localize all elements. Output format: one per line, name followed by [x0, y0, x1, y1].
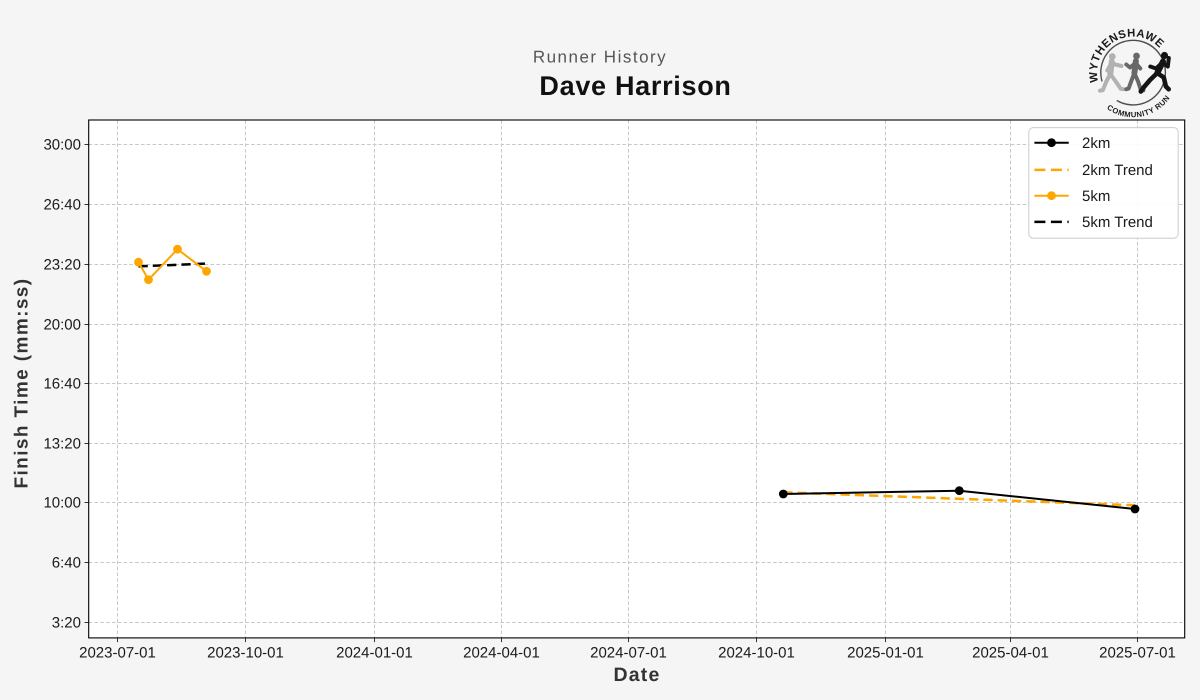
svg-text:16:40: 16:40 — [43, 376, 81, 393]
svg-text:Finish Time (mm:ss): Finish Time (mm:ss) — [12, 277, 33, 488]
svg-text:13:20: 13:20 — [43, 436, 81, 453]
svg-text:20:00: 20:00 — [43, 317, 81, 334]
svg-text:26:40: 26:40 — [43, 197, 81, 214]
svg-text:2025-01-01: 2025-01-01 — [847, 645, 924, 662]
svg-text:2024-07-01: 2024-07-01 — [590, 645, 667, 662]
svg-text:2025-04-01: 2025-04-01 — [972, 645, 1049, 662]
svg-text:2024-04-01: 2024-04-01 — [463, 645, 540, 662]
svg-text:2024-01-01: 2024-01-01 — [336, 645, 413, 662]
svg-text:2023-10-01: 2023-10-01 — [207, 645, 284, 662]
svg-text:30:00: 30:00 — [43, 137, 81, 154]
svg-text:Date: Date — [613, 664, 660, 686]
svg-text:23:20: 23:20 — [43, 257, 81, 274]
svg-text:2024-10-01: 2024-10-01 — [718, 645, 795, 662]
svg-text:Runner History: Runner History — [533, 48, 667, 67]
svg-text:5km Trend: 5km Trend — [1082, 214, 1153, 231]
svg-text:6:40: 6:40 — [52, 555, 81, 572]
svg-text:2025-07-01: 2025-07-01 — [1099, 645, 1176, 662]
svg-text:3:20: 3:20 — [52, 615, 81, 632]
svg-text:2km: 2km — [1082, 135, 1110, 152]
svg-text:2023-07-01: 2023-07-01 — [79, 645, 156, 662]
svg-text:Dave Harrison: Dave Harrison — [539, 71, 731, 101]
svg-text:10:00: 10:00 — [43, 495, 81, 512]
svg-text:2km Trend: 2km Trend — [1082, 162, 1153, 179]
svg-text:5km: 5km — [1082, 188, 1110, 205]
